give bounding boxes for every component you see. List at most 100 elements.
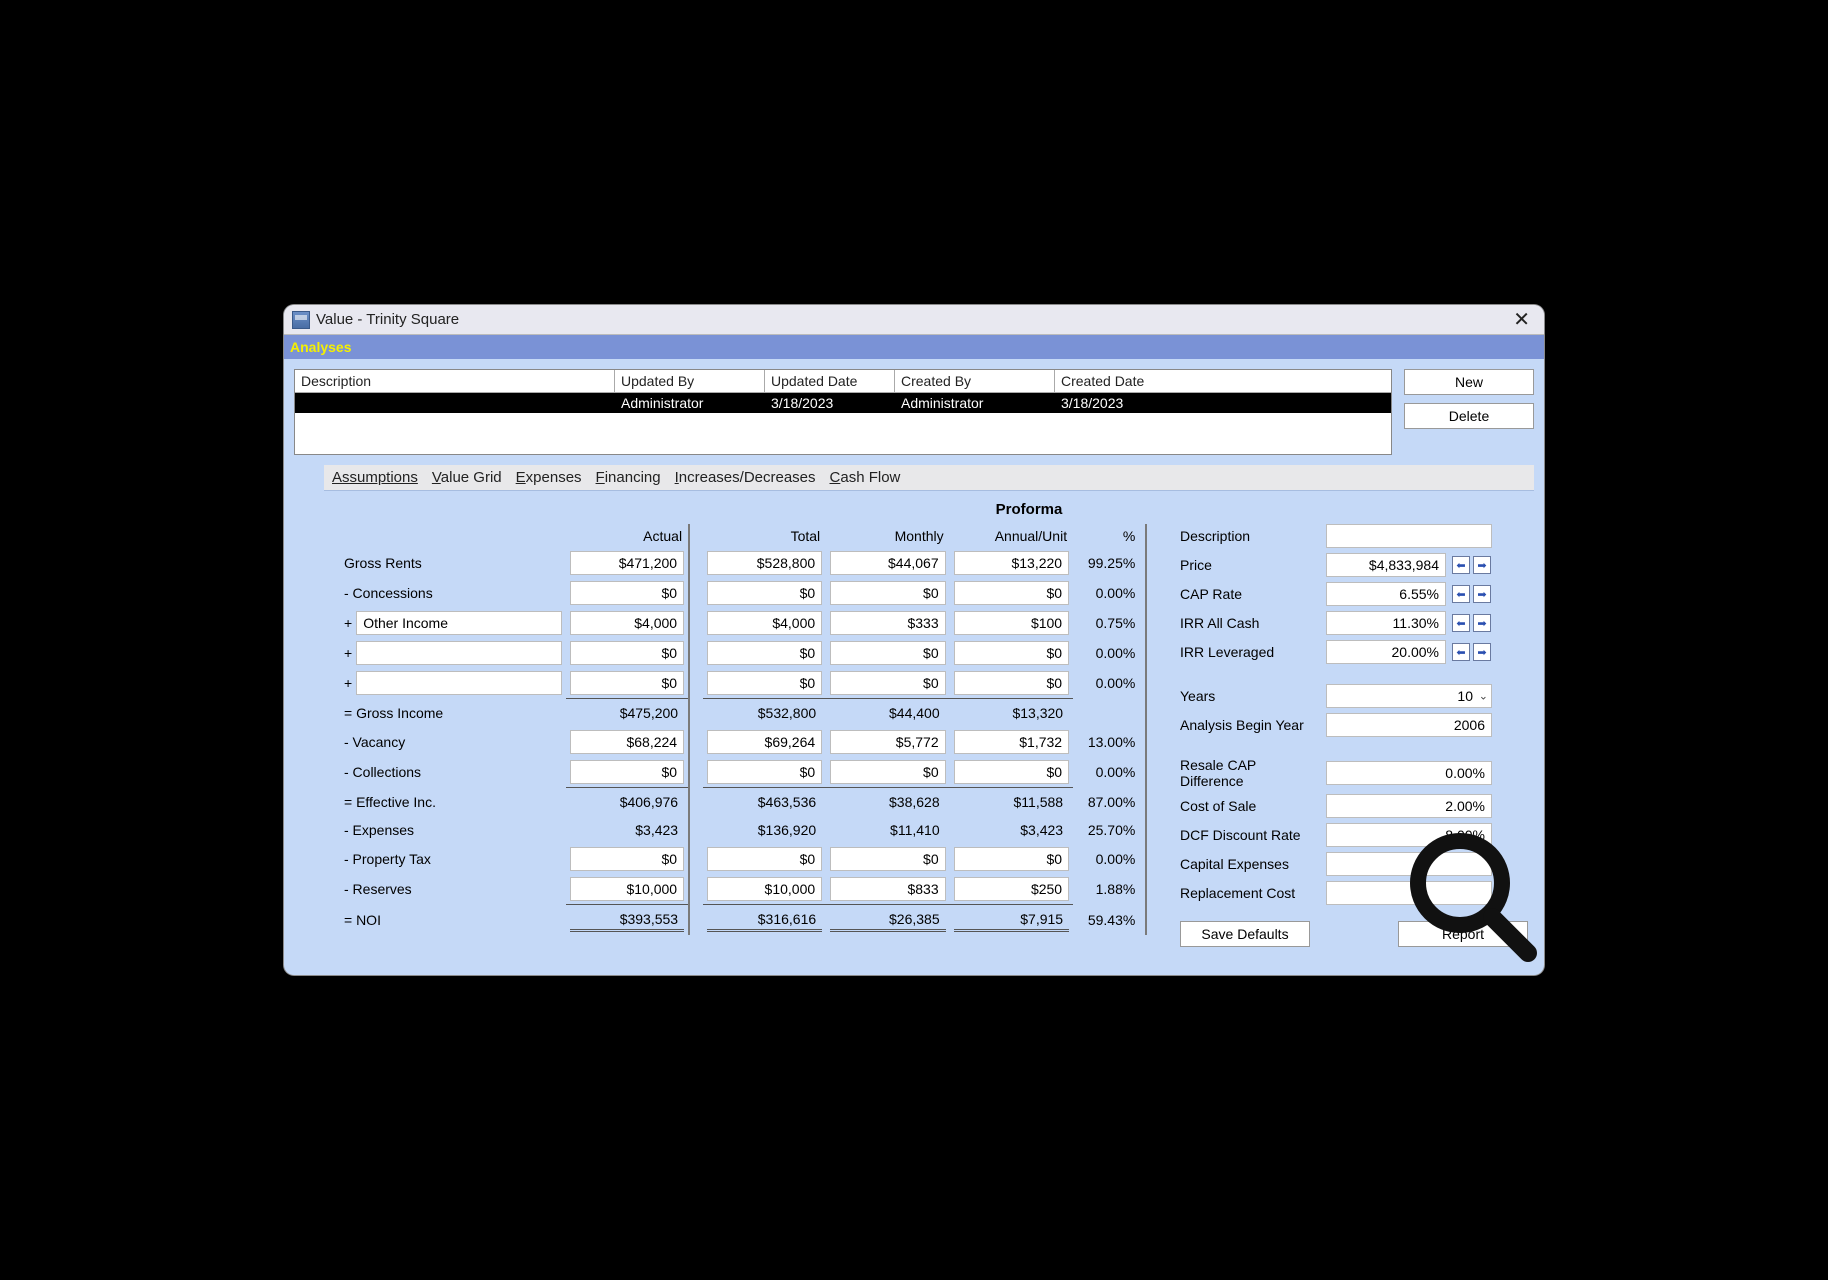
delete-button[interactable]: Delete: [1404, 403, 1534, 429]
input-reserves-total[interactable]: [707, 877, 822, 901]
pct-blank1: 0.00%: [1073, 638, 1146, 668]
input-proptax-total[interactable]: [707, 847, 822, 871]
val-expenses-total: $136,920: [707, 819, 822, 841]
irr-lev-next-icon[interactable]: ➡: [1473, 643, 1491, 661]
input-blank1-label[interactable]: [356, 641, 561, 665]
irr-cash-prev-icon[interactable]: ⬅: [1452, 614, 1470, 632]
pct-concessions: 0.00%: [1073, 578, 1146, 608]
input-vacancy-total[interactable]: [707, 730, 822, 754]
col-header-created-by[interactable]: Created By: [895, 370, 1055, 392]
label-effective-inc: = Effective Inc.: [330, 788, 566, 817]
val-effective-monthly: $38,628: [830, 791, 945, 813]
cap-next-icon[interactable]: ➡: [1473, 585, 1491, 603]
tab-value-grid[interactable]: Value Grid: [432, 469, 502, 486]
col-actual: Actual: [566, 524, 689, 548]
input-other-income-monthly[interactable]: [830, 611, 945, 635]
input-concessions-monthly[interactable]: [830, 581, 945, 605]
close-icon[interactable]: ✕: [1507, 310, 1536, 330]
col-header-description[interactable]: Description: [295, 370, 615, 392]
price-prev-icon[interactable]: ⬅: [1452, 556, 1470, 574]
input-description[interactable]: [1326, 524, 1492, 548]
label-irr-cash: IRR All Cash: [1180, 615, 1320, 631]
label-reserves: - Reserves: [330, 874, 566, 905]
input-gross-rents-monthly[interactable]: [830, 551, 945, 575]
val-gross-income-monthly: $44,400: [830, 702, 945, 724]
input-blank1-actual[interactable]: [570, 641, 684, 665]
input-gross-rents-annual[interactable]: [954, 551, 1069, 575]
input-cost-sale[interactable]: [1326, 794, 1492, 818]
label-gross-rents: Gross Rents: [330, 548, 566, 578]
input-concessions-annual[interactable]: [954, 581, 1069, 605]
tab-increases-decreases[interactable]: Increases/Decreases: [675, 469, 816, 486]
input-blank2-monthly[interactable]: [830, 671, 945, 695]
select-years[interactable]: [1326, 684, 1492, 708]
input-proptax-monthly[interactable]: [830, 847, 945, 871]
tab-assumptions[interactable]: Assumptions: [332, 469, 418, 486]
input-other-income-actual[interactable]: [570, 611, 684, 635]
irr-cash-next-icon[interactable]: ➡: [1473, 614, 1491, 632]
label-price: Price: [1180, 557, 1320, 573]
col-annual-unit: Annual/Unit: [950, 524, 1073, 548]
input-blank1-total[interactable]: [707, 641, 822, 665]
input-proptax-actual[interactable]: [570, 847, 684, 871]
input-resale-cap[interactable]: [1326, 761, 1492, 785]
input-capex[interactable]: [1326, 852, 1492, 876]
input-collections-annual[interactable]: [954, 760, 1069, 784]
price-next-icon[interactable]: ➡: [1473, 556, 1491, 574]
input-irr-cash[interactable]: [1326, 611, 1446, 635]
input-concessions-actual[interactable]: [570, 581, 684, 605]
analyses-grid[interactable]: Description Updated By Updated Date Crea…: [294, 369, 1392, 455]
input-replace[interactable]: [1326, 881, 1492, 905]
row-other-income: + 0.75%: [330, 608, 1160, 638]
input-reserves-actual[interactable]: [570, 877, 684, 901]
input-collections-monthly[interactable]: [830, 760, 945, 784]
input-gross-rents-total[interactable]: [707, 551, 822, 575]
input-cap-rate[interactable]: [1326, 582, 1446, 606]
input-reserves-annual[interactable]: [954, 877, 1069, 901]
input-gross-rents-actual[interactable]: [570, 551, 684, 575]
app-window: Value - Trinity Square ✕ Analyses Descri…: [284, 305, 1544, 975]
input-vacancy-annual[interactable]: [954, 730, 1069, 754]
input-price[interactable]: [1326, 553, 1446, 577]
window-title: Value - Trinity Square: [316, 311, 459, 328]
analyses-row-selected[interactable]: Administrator 3/18/2023 Administrator 3/…: [295, 393, 1391, 413]
val-effective-annual: $11,588: [954, 791, 1069, 813]
input-collections-actual[interactable]: [570, 760, 684, 784]
new-button[interactable]: New: [1404, 369, 1534, 395]
input-reserves-monthly[interactable]: [830, 877, 945, 901]
cap-prev-icon[interactable]: ⬅: [1452, 585, 1470, 603]
input-other-income-total[interactable]: [707, 611, 822, 635]
tab-cash-flow[interactable]: Cash Flow: [830, 469, 901, 486]
prefix-other-income: +: [344, 615, 352, 631]
input-other-income-label[interactable]: [356, 611, 561, 635]
tab-financing[interactable]: Financing: [596, 469, 661, 486]
input-vacancy-monthly[interactable]: [830, 730, 945, 754]
input-concessions-total[interactable]: [707, 581, 822, 605]
input-blank1-monthly[interactable]: [830, 641, 945, 665]
tab-expenses[interactable]: Expenses: [516, 469, 582, 486]
input-begin-year[interactable]: [1326, 713, 1492, 737]
row-gross-income: = Gross Income $475,200 $532,800 $44,400…: [330, 699, 1160, 728]
input-blank2-label[interactable]: [356, 671, 561, 695]
label-noi: = NOI: [330, 905, 566, 936]
input-dcf[interactable]: [1326, 823, 1492, 847]
val-noi-actual: $393,553: [570, 908, 684, 932]
col-header-created-date[interactable]: Created Date: [1055, 370, 1391, 392]
input-vacancy-actual[interactable]: [570, 730, 684, 754]
label-cost-sale: Cost of Sale: [1180, 798, 1320, 814]
input-blank2-annual[interactable]: [954, 671, 1069, 695]
input-blank1-annual[interactable]: [954, 641, 1069, 665]
input-blank2-actual[interactable]: [570, 671, 684, 695]
input-collections-total[interactable]: [707, 760, 822, 784]
save-defaults-button[interactable]: Save Defaults: [1180, 921, 1310, 947]
proforma-left: Actual Total Monthly Annual/Unit % Gross…: [330, 524, 1160, 947]
col-header-updated-by[interactable]: Updated By: [615, 370, 765, 392]
report-button[interactable]: Report: [1398, 921, 1528, 947]
titlebar: Value - Trinity Square ✕: [284, 305, 1544, 335]
irr-lev-prev-icon[interactable]: ⬅: [1452, 643, 1470, 661]
input-blank2-total[interactable]: [707, 671, 822, 695]
input-irr-lev[interactable]: [1326, 640, 1446, 664]
col-header-updated-date[interactable]: Updated Date: [765, 370, 895, 392]
input-proptax-annual[interactable]: [954, 847, 1069, 871]
input-other-income-annual[interactable]: [954, 611, 1069, 635]
